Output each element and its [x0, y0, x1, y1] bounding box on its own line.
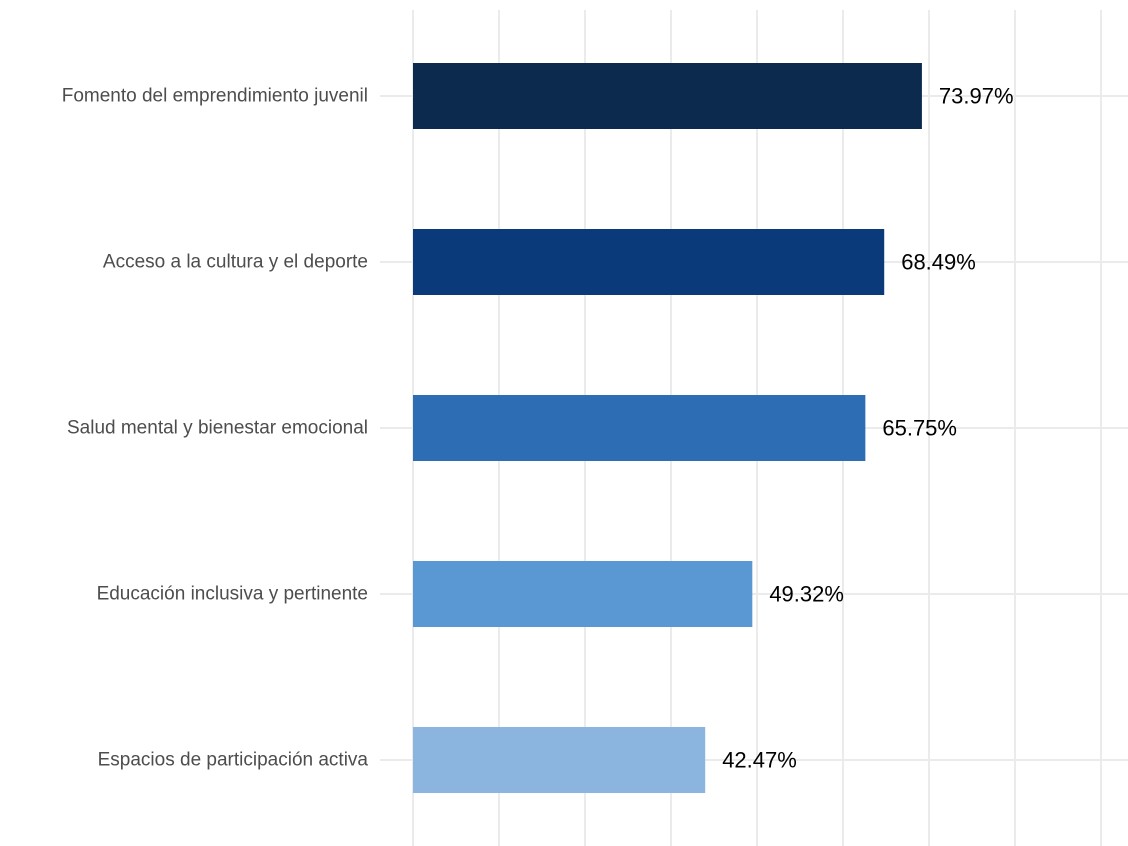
bar [413, 395, 866, 461]
y-tick-label: Educación inclusiva y pertinente [97, 584, 368, 605]
y-tick-label: Espacios de participación activa [98, 750, 369, 771]
y-tick-label: Fomento del emprendimiento juvenil [62, 86, 368, 107]
data-label: 65.75% [882, 416, 957, 441]
data-label: 68.49% [901, 250, 976, 275]
y-tick-label: Acceso a la cultura y el deporte [103, 252, 368, 273]
data-label: 42.47% [722, 748, 797, 773]
bar [413, 229, 885, 295]
y-tick-label: Salud mental y bienestar emocional [67, 418, 368, 439]
data-label: 73.97% [939, 84, 1014, 109]
bars [413, 63, 922, 793]
data-label: 49.32% [769, 582, 844, 607]
bar [413, 561, 753, 627]
labels: Fomento del emprendimiento juvenil 73.97%… [62, 84, 1014, 773]
bar [413, 727, 706, 793]
bar [413, 63, 922, 129]
